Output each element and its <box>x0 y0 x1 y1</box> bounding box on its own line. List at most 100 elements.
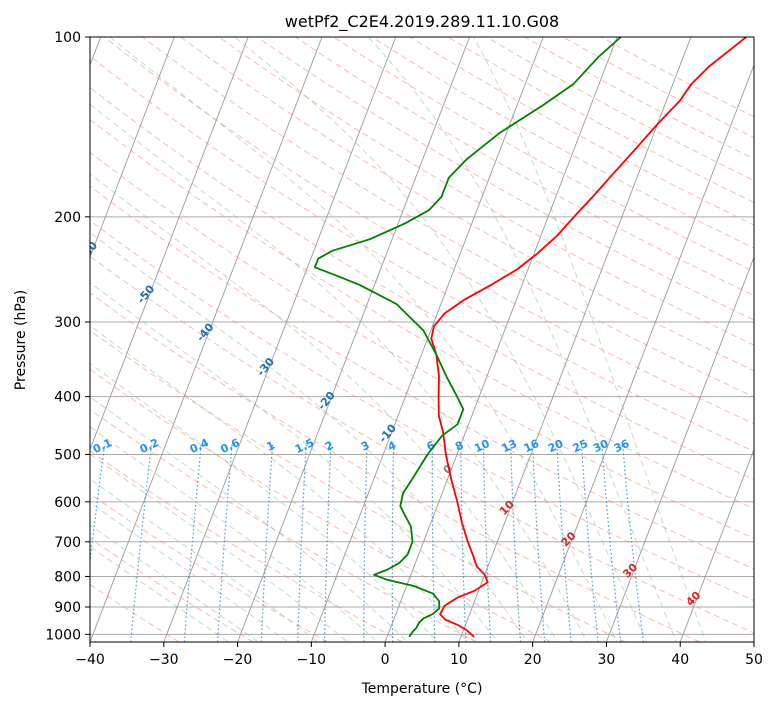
y-tick-label: 500 <box>54 448 81 464</box>
moist-adiabat-line <box>90 545 238 642</box>
mixing-ratio-line <box>622 443 644 642</box>
mixing-ratio-line <box>391 443 395 642</box>
dry-adiabat-line <box>447 37 754 204</box>
x-tick-label: 0 <box>381 652 390 668</box>
dry-adiabat-line <box>142 37 754 398</box>
dry-adiabat-line <box>90 255 754 634</box>
dry-adiabat-line <box>409 37 754 226</box>
isotherm-line <box>90 37 249 451</box>
x-axis-label: Temperature (°C) <box>361 681 483 697</box>
moist-adiabat-line <box>109 37 622 642</box>
moist-adiabat-line <box>90 478 327 642</box>
dry-adiabat-label: -30 <box>254 355 277 379</box>
isotherm-line <box>237 37 471 642</box>
x-tick-label: 30 <box>598 652 616 668</box>
moist-adiabat-label: 40 <box>683 588 703 608</box>
plot-frame <box>89 36 755 643</box>
mixing-ratio-label: 10 <box>472 437 492 455</box>
y-tick-label: 300 <box>54 315 81 331</box>
y-tick-label: 1000 <box>45 627 81 643</box>
dry-adiabat-label: -10 <box>376 421 399 445</box>
temperature-profile <box>430 37 747 638</box>
x-tick-label: 20 <box>524 652 542 668</box>
dry-adiabat-line <box>90 493 329 642</box>
isotherm-line <box>384 37 618 642</box>
dry-adiabat-line <box>218 37 754 346</box>
moist-adiabat-label: 30 <box>620 560 640 580</box>
dry-adiabat-line <box>90 118 754 510</box>
mixing-ratio-line <box>431 443 436 642</box>
dry-adiabat-line <box>256 37 754 321</box>
isotherm-line <box>605 255 754 642</box>
dry-adiabat-label: -70 <box>23 189 46 213</box>
dry-adiabat-line <box>103 37 754 425</box>
dewpoint-profile <box>313 37 622 638</box>
moist-adiabat-line <box>90 103 592 642</box>
mixing-ratio-label: 1.5 <box>293 436 316 456</box>
mixing-ratio-label: 36 <box>612 437 632 455</box>
y-axis-label: Pressure (hPa) <box>13 290 29 390</box>
isotherm-line <box>90 37 175 259</box>
mixing-ratio-label: 20 <box>546 437 566 455</box>
dry-adiabat-line <box>90 151 754 540</box>
profile-lines <box>313 37 747 638</box>
dry-adiabat-label: -60 <box>78 239 101 263</box>
moist-adiabat-label: 20 <box>559 529 579 549</box>
mixing-ratio-line <box>510 443 522 642</box>
mixing-ratio-label: 1 <box>265 439 277 454</box>
dry-adiabat-line <box>90 292 701 642</box>
dry-adiabat-line <box>90 329 626 642</box>
mixing-ratio-line <box>532 443 546 642</box>
mixing-ratio-line <box>183 443 202 642</box>
moist-adiabat-line <box>90 426 386 642</box>
isotherm-line <box>679 448 754 642</box>
x-tick-label: −20 <box>223 652 253 668</box>
dry-adiabat-line <box>90 450 403 642</box>
mixing-ratio-label: 8 <box>453 439 465 454</box>
mixing-ratio-label: 16 <box>522 437 542 455</box>
y-tick-label: 200 <box>54 210 81 226</box>
mixing-ratio-line <box>297 443 307 642</box>
moist-adiabat-line <box>90 396 415 642</box>
isotherm-line <box>163 37 397 642</box>
mixing-ratio-line <box>363 443 368 642</box>
mixing-ratio-line <box>556 443 572 642</box>
x-tick-label: 10 <box>450 652 468 668</box>
moist-adiabat-line <box>90 362 445 642</box>
background-lines <box>90 37 754 642</box>
isotherm-line <box>753 640 754 642</box>
y-tick-label: 100 <box>54 30 81 46</box>
mixing-ratio-line <box>324 443 332 642</box>
dry-adiabat-line <box>90 220 754 602</box>
mixing-ratio-line <box>580 443 599 642</box>
moist-adiabat-line <box>90 453 356 642</box>
mixing-ratio-line <box>482 443 492 642</box>
moist-adiabat-line <box>90 524 268 642</box>
mixing-ratio-line <box>601 443 622 642</box>
dry-adiabat-line <box>295 37 754 297</box>
x-tick-label: 50 <box>745 652 763 668</box>
mixing-ratio-label: 30 <box>591 437 611 455</box>
y-tick-label: 800 <box>54 569 81 585</box>
mixing-ratio-line <box>130 443 153 642</box>
mixing-ratio-label: 13 <box>500 437 519 455</box>
x-tick-label: −30 <box>149 652 179 668</box>
moist-adiabat-line <box>367 37 681 642</box>
dry-adiabat-line <box>90 537 254 642</box>
mixing-ratio-label: 25 <box>571 437 590 455</box>
moist-adiabat-line <box>234 37 651 642</box>
moist-adiabat-line <box>90 502 297 642</box>
y-tick-label: 900 <box>54 600 81 616</box>
dry-adiabat-line <box>180 37 754 372</box>
x-tick-label: −40 <box>75 652 105 668</box>
x-axis: −40 −30 −20 −10 0 10 20 30 40 50 <box>75 642 763 668</box>
y-tick-label: 700 <box>54 535 81 551</box>
x-tick-label: −10 <box>297 652 327 668</box>
isotherm-line <box>458 37 692 642</box>
mixing-ratio-label: 0.2 <box>138 436 161 456</box>
moist-adiabat-line <box>90 281 504 642</box>
y-tick-label: 600 <box>54 495 81 511</box>
moist-adiabat-line <box>90 231 533 642</box>
moist-adiabat-line <box>90 325 474 642</box>
